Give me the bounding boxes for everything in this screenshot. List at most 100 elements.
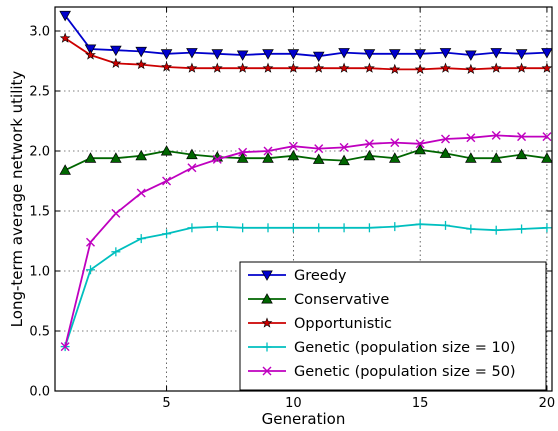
data-point (364, 62, 375, 73)
data-point (415, 219, 425, 229)
data-point (414, 143, 426, 155)
data-point (389, 63, 401, 74)
data-point (287, 49, 300, 60)
data-point (86, 237, 95, 247)
data-point (466, 224, 476, 234)
data-point (237, 62, 249, 73)
data-point (60, 342, 70, 352)
data-point (339, 142, 349, 152)
data-point (441, 134, 450, 144)
data-point (287, 62, 299, 73)
data-point (338, 154, 350, 166)
legend-entry: Genetic (population size = 50) (248, 364, 516, 380)
data-point (238, 147, 248, 157)
data-point (542, 132, 552, 142)
data-point (339, 223, 349, 233)
data-point (211, 62, 223, 73)
data-point (314, 144, 324, 154)
data-point (186, 48, 198, 59)
legend-swatch-marker (261, 317, 273, 328)
data-point (414, 49, 426, 60)
data-point (364, 223, 374, 233)
data-point (84, 152, 97, 163)
y-tick-label: 3.0 (29, 25, 50, 40)
data-point (111, 247, 121, 257)
data-point (415, 139, 425, 149)
data-point (490, 152, 503, 163)
x-axis-label: Generation (262, 410, 346, 428)
data-point (466, 133, 476, 143)
y-tick-label: 1.5 (29, 205, 50, 220)
data-point (85, 49, 96, 60)
legend-label: Conservative (294, 292, 389, 308)
data-point (160, 49, 173, 60)
data-point (439, 147, 452, 158)
legend-entry: Conservative (248, 292, 389, 308)
data-point (135, 46, 148, 58)
data-point (465, 63, 477, 74)
legend: Greedy Conservative Opportunistic Genetic (… (239, 261, 547, 391)
x-tick-label: 5 (162, 396, 170, 411)
data-point (186, 148, 198, 160)
data-point (516, 62, 527, 73)
data-point (288, 223, 298, 233)
data-point (110, 57, 122, 68)
data-point (541, 152, 553, 163)
data-point (515, 49, 528, 60)
series-line (64, 37, 547, 71)
legend-swatch-marker (261, 293, 273, 304)
series-line (64, 14, 547, 58)
legend-label: Genetic (population size = 10) (294, 340, 516, 356)
data-point (414, 63, 426, 74)
data-point (59, 164, 71, 175)
data-point (363, 149, 376, 161)
data-point (288, 141, 298, 151)
y-axis-label: Long-term average network utility (8, 71, 26, 328)
data-point (111, 208, 121, 218)
data-point (187, 223, 197, 233)
data-point (161, 61, 172, 72)
legend-label: Opportunistic (294, 316, 392, 332)
data-point (388, 49, 401, 60)
data-point (465, 152, 477, 163)
data-point (388, 152, 401, 163)
data-point (262, 49, 274, 60)
data-point (86, 265, 95, 275)
data-point (136, 188, 146, 198)
data-point (491, 225, 501, 235)
series-line (64, 148, 548, 172)
series-4 (60, 219, 552, 352)
legend-box (239, 261, 547, 391)
data-point (110, 152, 122, 163)
legend-swatch-marker (262, 366, 272, 376)
data-point (238, 223, 248, 233)
legend-entry: Opportunistic (248, 316, 392, 332)
data-point (490, 62, 502, 73)
data-point (541, 48, 553, 59)
data-point (212, 154, 222, 164)
data-point (135, 149, 148, 161)
data-point (236, 50, 249, 61)
data-point (59, 10, 71, 22)
x-tick-label: 15 (412, 396, 429, 411)
data-point (236, 152, 249, 163)
legend-swatch-marker (261, 270, 273, 281)
data-point (162, 176, 172, 186)
x-tick-label: 10 (285, 396, 302, 411)
legend-label: Genetic (population size = 50) (294, 364, 516, 380)
data-point (287, 149, 300, 161)
y-tick-label: 0.0 (29, 385, 50, 400)
data-point (212, 222, 222, 232)
series-5 (60, 130, 552, 352)
series-lines (59, 10, 553, 352)
data-point (338, 48, 350, 59)
legend-label: Greedy (294, 268, 347, 284)
data-point (390, 222, 400, 232)
series-2 (59, 143, 553, 175)
legend-entry: Greedy (248, 268, 347, 284)
data-point (465, 50, 477, 61)
data-point (541, 62, 553, 73)
data-point (162, 229, 172, 239)
data-point (187, 163, 197, 173)
